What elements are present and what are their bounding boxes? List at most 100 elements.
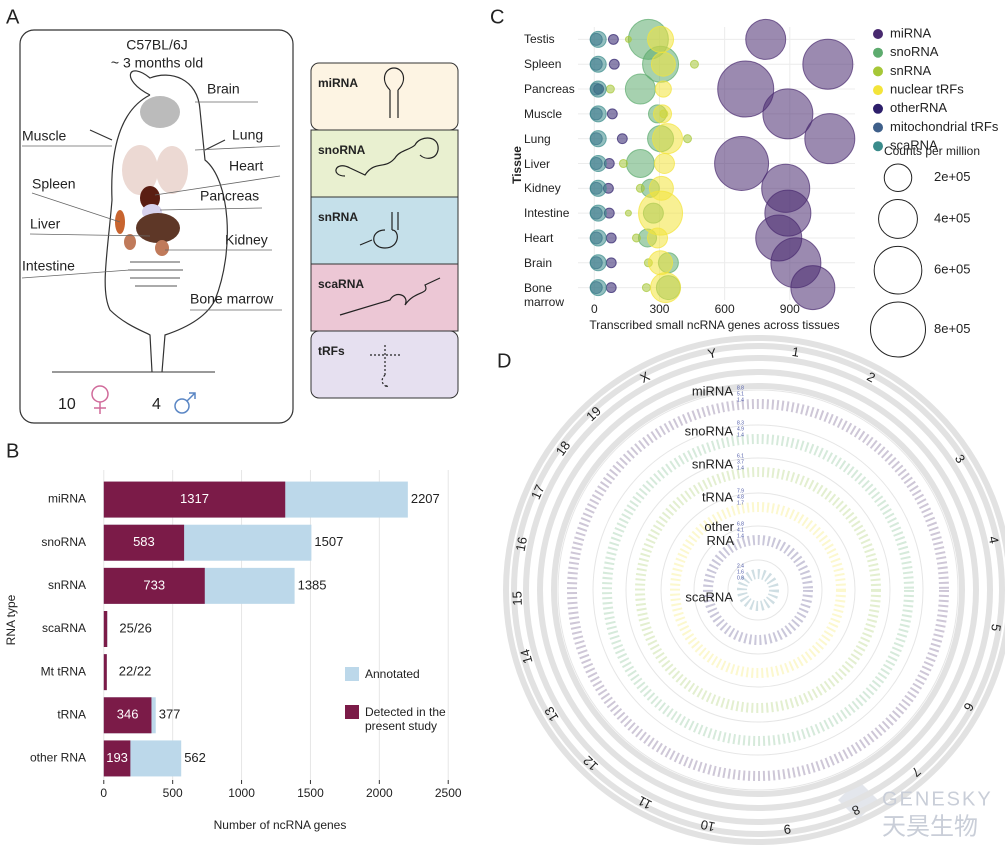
chromosome-label: 10 [699,817,716,835]
value-label: 562 [184,750,206,765]
x-tick-label: 900 [780,302,800,316]
chromosome-label: 5 [988,623,1004,632]
size-legend-circle [878,199,918,239]
kidney-right [155,240,169,256]
y-tick-label: other RNA [30,751,86,765]
circos-ring [660,492,856,688]
bar [103,524,185,561]
circos-ring-band [602,434,914,746]
ring-tick-label: 1.6 [737,569,744,575]
ring-tick-label: 4.1 [737,527,744,533]
chromosome-label: 14 [517,647,535,665]
legend-label: nuclear tRFs [890,82,964,97]
bubble [652,123,684,155]
value-label: 193 [106,750,128,765]
bar [103,697,152,734]
legend-dot [873,141,883,152]
chromosome-label: 13 [541,704,561,724]
ring-tick-label: 4.9 [737,426,744,432]
bubble [790,265,836,311]
bubble [589,279,607,297]
bubble [624,209,632,217]
circos-track [551,383,965,797]
ring-label: tRNA [702,489,733,504]
panel-a-frame [19,29,294,424]
bubble [608,58,620,70]
bubble [652,104,673,124]
legend-label: mitochondrial tRFs [890,119,999,134]
circos-ring-band [635,467,881,713]
ring-tick-label: 1.4 [737,397,744,403]
bubble [654,80,672,98]
organ-label: Bone marrow [190,291,274,307]
x-tick-label: 1500 [297,786,324,800]
y-tick-label: Spleen [524,57,562,72]
size-legend-circle [870,301,926,358]
organ-label: Pancreas [200,188,259,204]
circos-ring-band [567,399,949,781]
legend-dot [873,29,883,39]
female-symbol-cross [94,402,106,414]
bubble [714,136,770,191]
mouse-strain: C57BL/6J [126,37,187,53]
legend-label: snRNA [890,63,932,78]
bubble [605,84,615,94]
legend-label: miRNA [890,25,931,40]
bubble [631,233,641,243]
rna-type-label: snRNA [318,210,358,224]
rna-type-label: tRFs [318,344,345,358]
bubble [607,33,619,45]
bubble [648,250,674,276]
organ-leader [159,207,263,211]
y-tick-label: tRNA [57,707,86,721]
bubble [650,51,676,77]
bubble [589,254,607,272]
size-legend-circle [873,245,923,295]
bubble [605,257,617,269]
bubble [804,113,856,165]
value-label: 377 [159,707,181,722]
y-tick-label: Kidney [524,181,561,196]
circos-ring [693,525,823,655]
y-tick-label: Mt tRNA [41,664,86,678]
brain [140,96,180,128]
size-legend-title: Counts per million [884,144,980,158]
y-tick-label: snRNA [48,578,86,592]
bar [103,481,286,518]
legend-label: snoRNA [890,44,939,59]
value-label: 733 [143,577,165,592]
size-legend-label: 2e+05 [934,169,971,184]
circos-track [523,355,993,825]
bubble [625,149,655,178]
ring-label: snRNA [692,456,734,471]
bubble [647,25,675,53]
ring-tick-label: 5.1 [737,391,744,397]
x-tick-label: 0 [591,302,598,316]
y-tick-label: scaRNA [42,621,86,635]
x-tick-label: 0 [100,786,107,800]
value-label: 583 [133,534,155,549]
bubble [682,134,693,144]
panel-label: A [6,6,20,28]
circos-ring-band [703,535,813,645]
x-tick-label: 300 [649,302,669,316]
bubble [647,227,669,249]
circos-ring-band [670,502,846,678]
y-axis-label: RNA type [4,594,18,645]
chromosome-label: 16 [513,535,530,552]
ring-tick-label: 0.8 [737,575,744,581]
circos-ring [625,457,891,723]
y-tick-label: Bone marrow [524,280,565,309]
chromosome-label: 17 [528,482,548,501]
organ-label: Heart [229,158,263,174]
bar [103,567,205,604]
y-tick-label: Muscle [524,106,563,121]
bubble [589,30,607,48]
ring-tick-label: 1.4 [737,533,744,539]
ring-tick-label: 6.1 [737,453,744,459]
y-tick-label: Brain [524,255,553,270]
female-symbol [91,385,109,403]
bar [103,654,107,691]
